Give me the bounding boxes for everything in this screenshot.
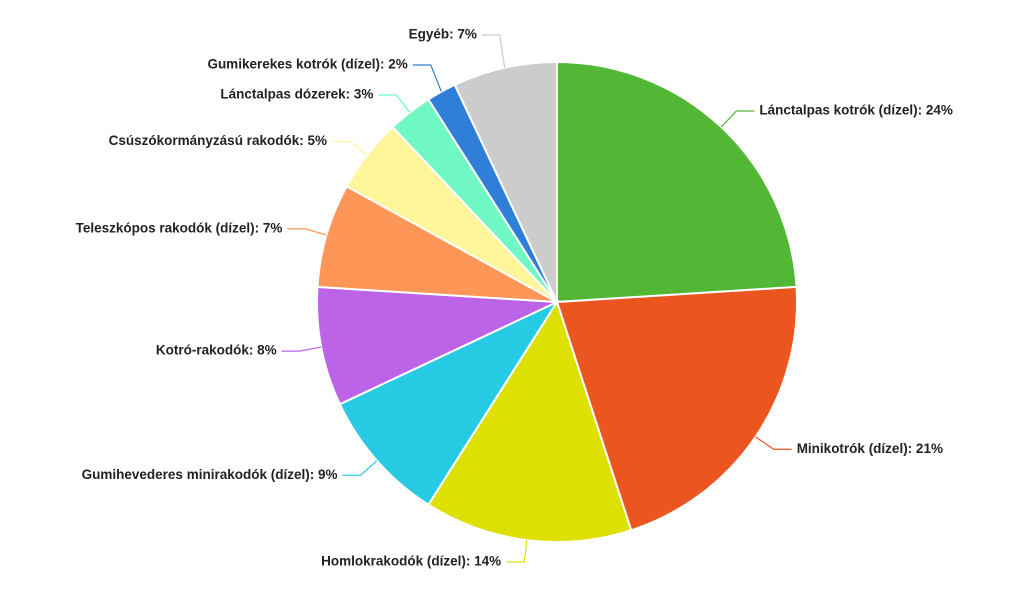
pie-slice bbox=[316, 285, 558, 406]
pie-slice bbox=[556, 60, 798, 304]
connector bbox=[331, 140, 368, 156]
pie-slice bbox=[453, 60, 558, 303]
data-label: Teleszkópos rakodók (dízel): 7% bbox=[76, 220, 283, 235]
data-label: Egyéb: 7% bbox=[409, 27, 477, 42]
data-label: Minikotrók (dízel): 21% bbox=[797, 441, 943, 456]
connector bbox=[287, 228, 327, 236]
pie-slice bbox=[338, 299, 560, 507]
data-label: Homlokrakodók (dízel): 14% bbox=[321, 553, 501, 568]
connector bbox=[412, 64, 442, 92]
data-label: Kotró-rakodók: 8% bbox=[156, 343, 277, 358]
data-label: Lánctalpas dózerek: 3% bbox=[220, 87, 373, 102]
data-label: Gumihevederes minirakodók (dízel): 9% bbox=[82, 467, 338, 482]
connector bbox=[755, 436, 792, 450]
pie-slice bbox=[555, 285, 798, 532]
data-label: Gumikerekes kotrók (dízel): 2% bbox=[207, 57, 407, 72]
connector bbox=[378, 94, 411, 113]
connector bbox=[506, 540, 528, 563]
connector bbox=[281, 346, 322, 352]
data-label: Csúszókormányzású rakodók: 5% bbox=[109, 133, 327, 148]
pie-slice bbox=[427, 299, 633, 543]
connector bbox=[342, 460, 378, 476]
connector bbox=[481, 34, 506, 68]
connector bbox=[720, 110, 755, 128]
pie-slice bbox=[316, 185, 558, 303]
data-label: Lánctalpas kotrók (dízel): 24% bbox=[759, 103, 953, 118]
